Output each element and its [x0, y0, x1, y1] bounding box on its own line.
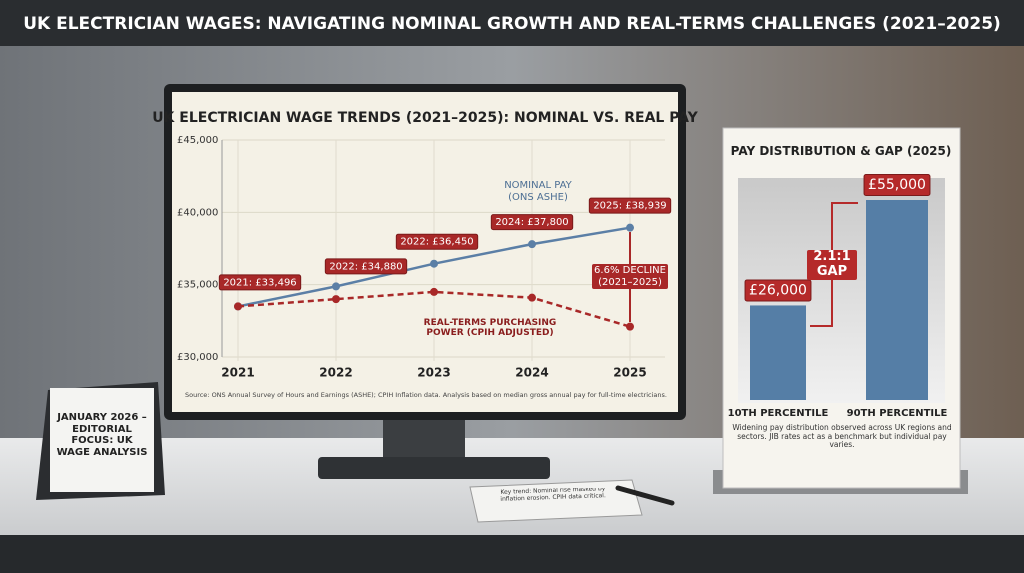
value-label-bg: [490, 214, 574, 231]
data-point: [626, 322, 634, 331]
y-tick-label: £30,000: [177, 352, 218, 363]
value-label-bg: [218, 274, 302, 291]
data-point: [528, 240, 536, 249]
screen: [172, 92, 678, 412]
pen: [615, 485, 675, 506]
top-bar: [0, 0, 1024, 46]
value-label: £55,000: [868, 177, 926, 193]
calendar-text: JANUARY 2026 – EDITORIAL FOCUS: UK WAGE …: [56, 412, 148, 458]
value-label: 2021: £33,496: [223, 277, 296, 288]
source-box: Source: ONS Annual Survey of Hours and E…: [184, 392, 667, 399]
y-tick-label: £40,000: [177, 207, 218, 218]
value-label-group: 2024: £37,800: [490, 214, 574, 231]
x-tick-label: 2024: [515, 366, 548, 380]
series-name: NOMINAL PAY (ONS ASHE): [504, 180, 572, 203]
notepad-text-box: Key trend: Nominal rise masked by inflat…: [500, 488, 606, 503]
notepad-text: Key trend: Nominal rise masked by inflat…: [500, 488, 606, 503]
x-tick-label: 2023: [417, 366, 450, 380]
data-point: [528, 293, 536, 302]
series-line: [237, 290, 631, 328]
data-point: [332, 282, 340, 291]
value-label-bg: [324, 258, 408, 275]
value-label-group: 2025: £38,939: [588, 197, 672, 214]
value-label: £26,000: [749, 282, 807, 298]
calendar: [50, 388, 154, 492]
value-label-group: 2022: £34,880: [324, 258, 408, 275]
data-point: [234, 302, 242, 311]
x-tick-label: 2021: [221, 366, 254, 380]
bar: [750, 305, 806, 400]
bottom-bar: [0, 535, 1024, 573]
calendar-text-box: JANUARY 2026 – EDITORIAL FOCUS: UK WAGE …: [56, 412, 148, 458]
notepad: [469, 479, 643, 523]
value-label: 2022: £36,450: [400, 237, 473, 248]
monitor-neck: [383, 415, 465, 460]
note: Widening pay distribution observed acros…: [732, 424, 952, 450]
data-point: [430, 287, 438, 296]
y-tick-label: £45,000: [177, 135, 218, 146]
value-label: 2022: £34,880: [329, 261, 402, 272]
x-tick-label: 10TH PERCENTILE: [728, 408, 829, 419]
data-point: [626, 223, 634, 232]
annotation-box: 2.1:1 GAP: [807, 250, 857, 280]
x-tick-label: 2025: [613, 366, 646, 380]
annotation: 2.1:1 GAP: [807, 250, 857, 280]
value-label-bg: [395, 233, 479, 250]
value-label-bg: [863, 174, 931, 196]
data-point: [332, 295, 340, 304]
value-label: 2024: £37,800: [495, 217, 568, 228]
value-label-bg: [744, 279, 812, 302]
annotation-box: 6.6% DECLINE (2021–2025): [592, 264, 668, 289]
chart-title: PAY DISTRIBUTION & GAP (2025): [730, 145, 952, 158]
data-point: [430, 259, 438, 268]
x-tick-label: 90TH PERCENTILE: [847, 408, 948, 419]
series-name-box: NOMINAL PAY (ONS ASHE): [504, 180, 572, 203]
source: Source: ONS Annual Survey of Hours and E…: [184, 392, 667, 399]
x-tick-label: 2022: [319, 366, 352, 380]
chart-title: UK ELECTRICIAN WAGE TRENDS (2021–2025): …: [152, 110, 698, 126]
chart-title-box: PAY DISTRIBUTION & GAP (2025): [730, 145, 952, 158]
page-title: UK ELECTRICIAN WAGES: NAVIGATING NOMINAL…: [23, 14, 1001, 34]
series-name: REAL-TERMS PURCHASING POWER (CPIH ADJUST…: [423, 318, 557, 339]
value-label-group: £55,000: [863, 174, 931, 196]
monitor-base: [318, 457, 550, 479]
value-label-group: 2021: £33,496: [218, 274, 302, 291]
series-name-box: REAL-TERMS PURCHASING POWER (CPIH ADJUST…: [423, 318, 557, 339]
value-label-group: £26,000: [744, 279, 812, 302]
value-label-group: 2022: £36,450: [395, 233, 479, 250]
value-label-bg: [588, 197, 672, 214]
annotation: 6.6% DECLINE (2021–2025): [592, 264, 668, 289]
value-label: 2025: £38,939: [593, 201, 666, 212]
note-box: Widening pay distribution observed acros…: [732, 424, 952, 450]
bar: [866, 200, 928, 400]
y-tick-label: £35,000: [177, 280, 218, 291]
